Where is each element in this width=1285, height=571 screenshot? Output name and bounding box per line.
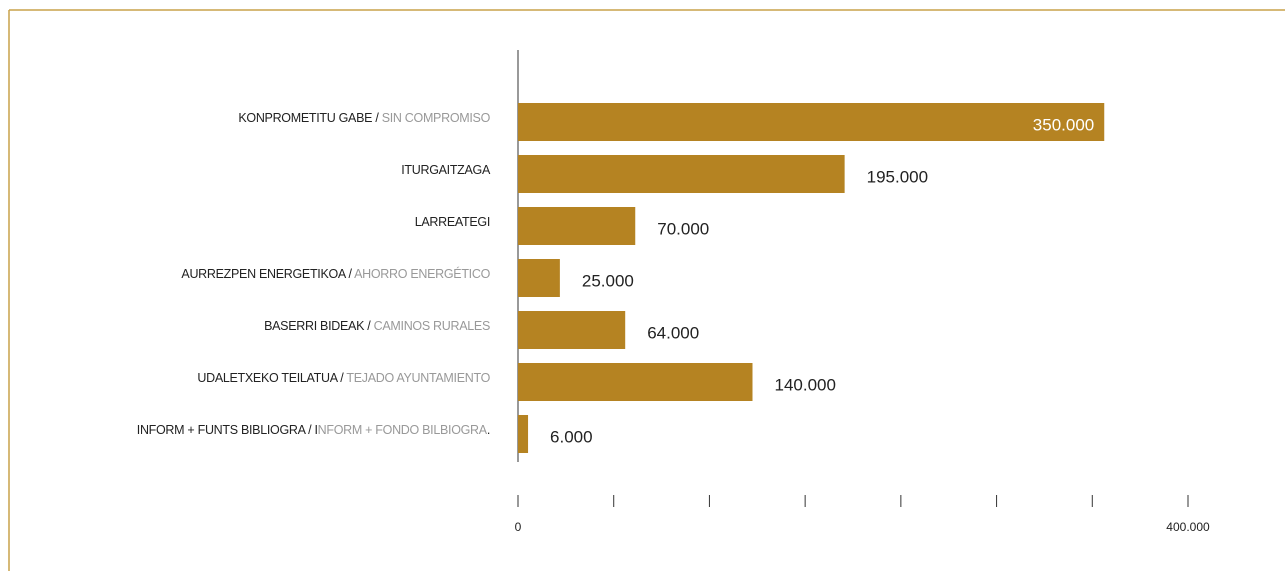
category-part: SIN COMPROMISO <box>382 111 491 125</box>
category-label: LARREATEGI <box>415 215 490 229</box>
bar <box>518 207 636 245</box>
category-part: LARREATEGI <box>415 215 490 229</box>
category-part: AHORRO ENERGÉTICO <box>354 266 490 281</box>
bar <box>518 103 1105 141</box>
x-tick-label: 400.000 <box>1166 520 1210 534</box>
category-part: KONPROMETITU GABE / <box>238 111 381 125</box>
value-label: 140.000 <box>775 375 836 394</box>
bar <box>518 155 845 193</box>
value-label: 195.000 <box>867 167 928 186</box>
category-part: ITURGAITZAGA <box>401 163 491 177</box>
value-label: 6.000 <box>550 427 593 446</box>
category-part: . <box>487 423 490 437</box>
category-label: AURREZPEN ENERGETIKOA / AHORRO ENERGÉTIC… <box>181 266 490 281</box>
bar <box>518 363 753 401</box>
value-label: 64.000 <box>647 323 699 342</box>
category-label: ITURGAITZAGA <box>401 163 491 177</box>
category-part: AURREZPEN ENERGETIKOA / <box>181 267 354 281</box>
category-part: CAMINOS RURALES <box>374 319 490 333</box>
value-label: 350.000 <box>1033 115 1094 134</box>
category-part: INFORM + FUNTS BIBLIOGRA / I <box>137 423 318 437</box>
bar <box>518 259 560 297</box>
category-part: UDALETXEKO TEILATUA / <box>197 371 346 385</box>
value-label: 25.000 <box>582 271 634 290</box>
category-label: KONPROMETITU GABE / SIN COMPROMISO <box>238 111 490 125</box>
category-label: INFORM + FUNTS BIBLIOGRA / INFORM + FOND… <box>137 423 490 437</box>
category-part: TEJADO AYUNTAMIENTO <box>346 371 490 385</box>
category-label: BASERRI BIDEAK / CAMINOS RURALES <box>264 319 490 333</box>
bar <box>518 415 529 453</box>
category-label: UDALETXEKO TEILATUA / TEJADO AYUNTAMIENT… <box>197 371 490 385</box>
value-label: 70.000 <box>657 219 709 238</box>
x-tick-label: 0 <box>515 520 522 534</box>
category-part: NFORM + FONDO BILBIOGRA <box>318 423 488 437</box>
bar <box>518 311 626 349</box>
category-part: BASERRI BIDEAK / <box>264 319 374 333</box>
